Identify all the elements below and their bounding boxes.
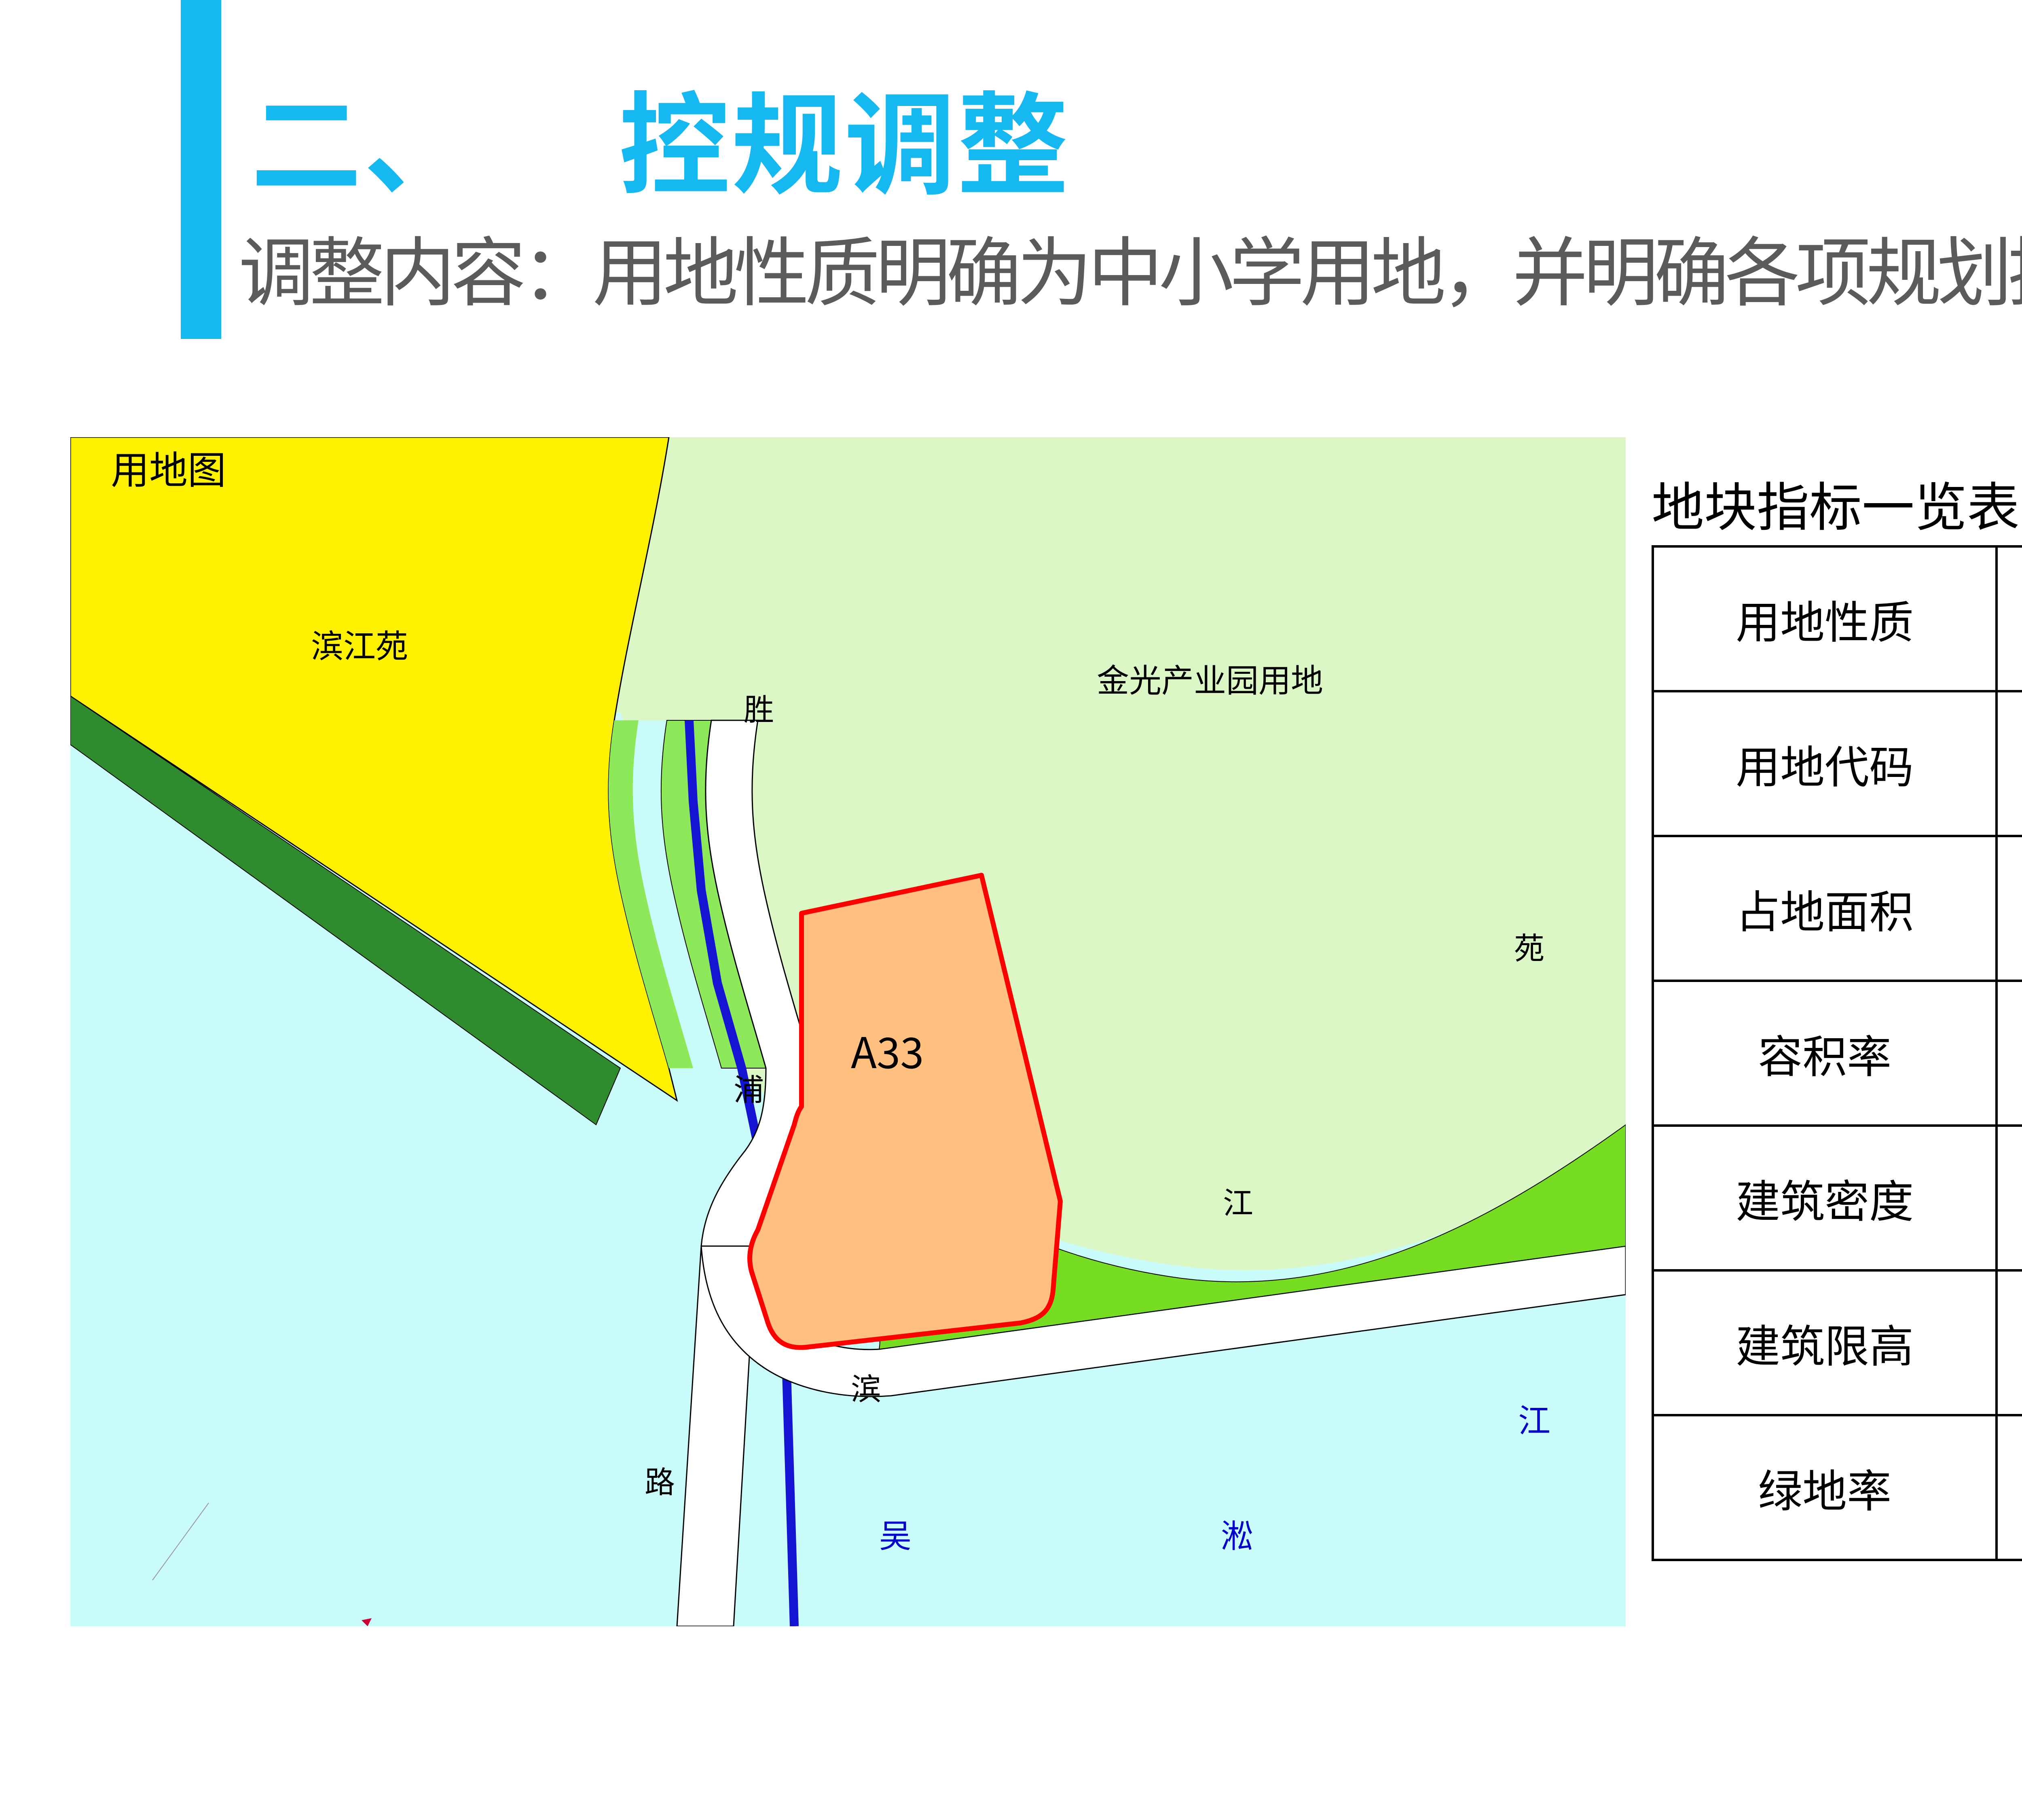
- svg-text:浦: 浦: [734, 1065, 764, 1109]
- svg-text:胜: 胜: [744, 685, 774, 729]
- svg-text:淞: 淞: [1221, 1510, 1253, 1557]
- svg-text:路: 路: [645, 1458, 675, 1502]
- svg-text:A33: A33: [851, 1019, 924, 1081]
- svg-text:金光产业园用地: 金光产业园用地: [1097, 655, 1323, 702]
- svg-text:用地图: 用地图: [111, 440, 226, 495]
- svg-text:苑: 苑: [1514, 924, 1544, 968]
- svg-text:江: 江: [1518, 1395, 1550, 1442]
- svg-text:吴: 吴: [879, 1510, 912, 1557]
- svg-text:滨江苑: 滨江苑: [311, 620, 408, 667]
- svg-text:滨: 滨: [851, 1365, 881, 1409]
- svg-text:江: 江: [1223, 1179, 1253, 1223]
